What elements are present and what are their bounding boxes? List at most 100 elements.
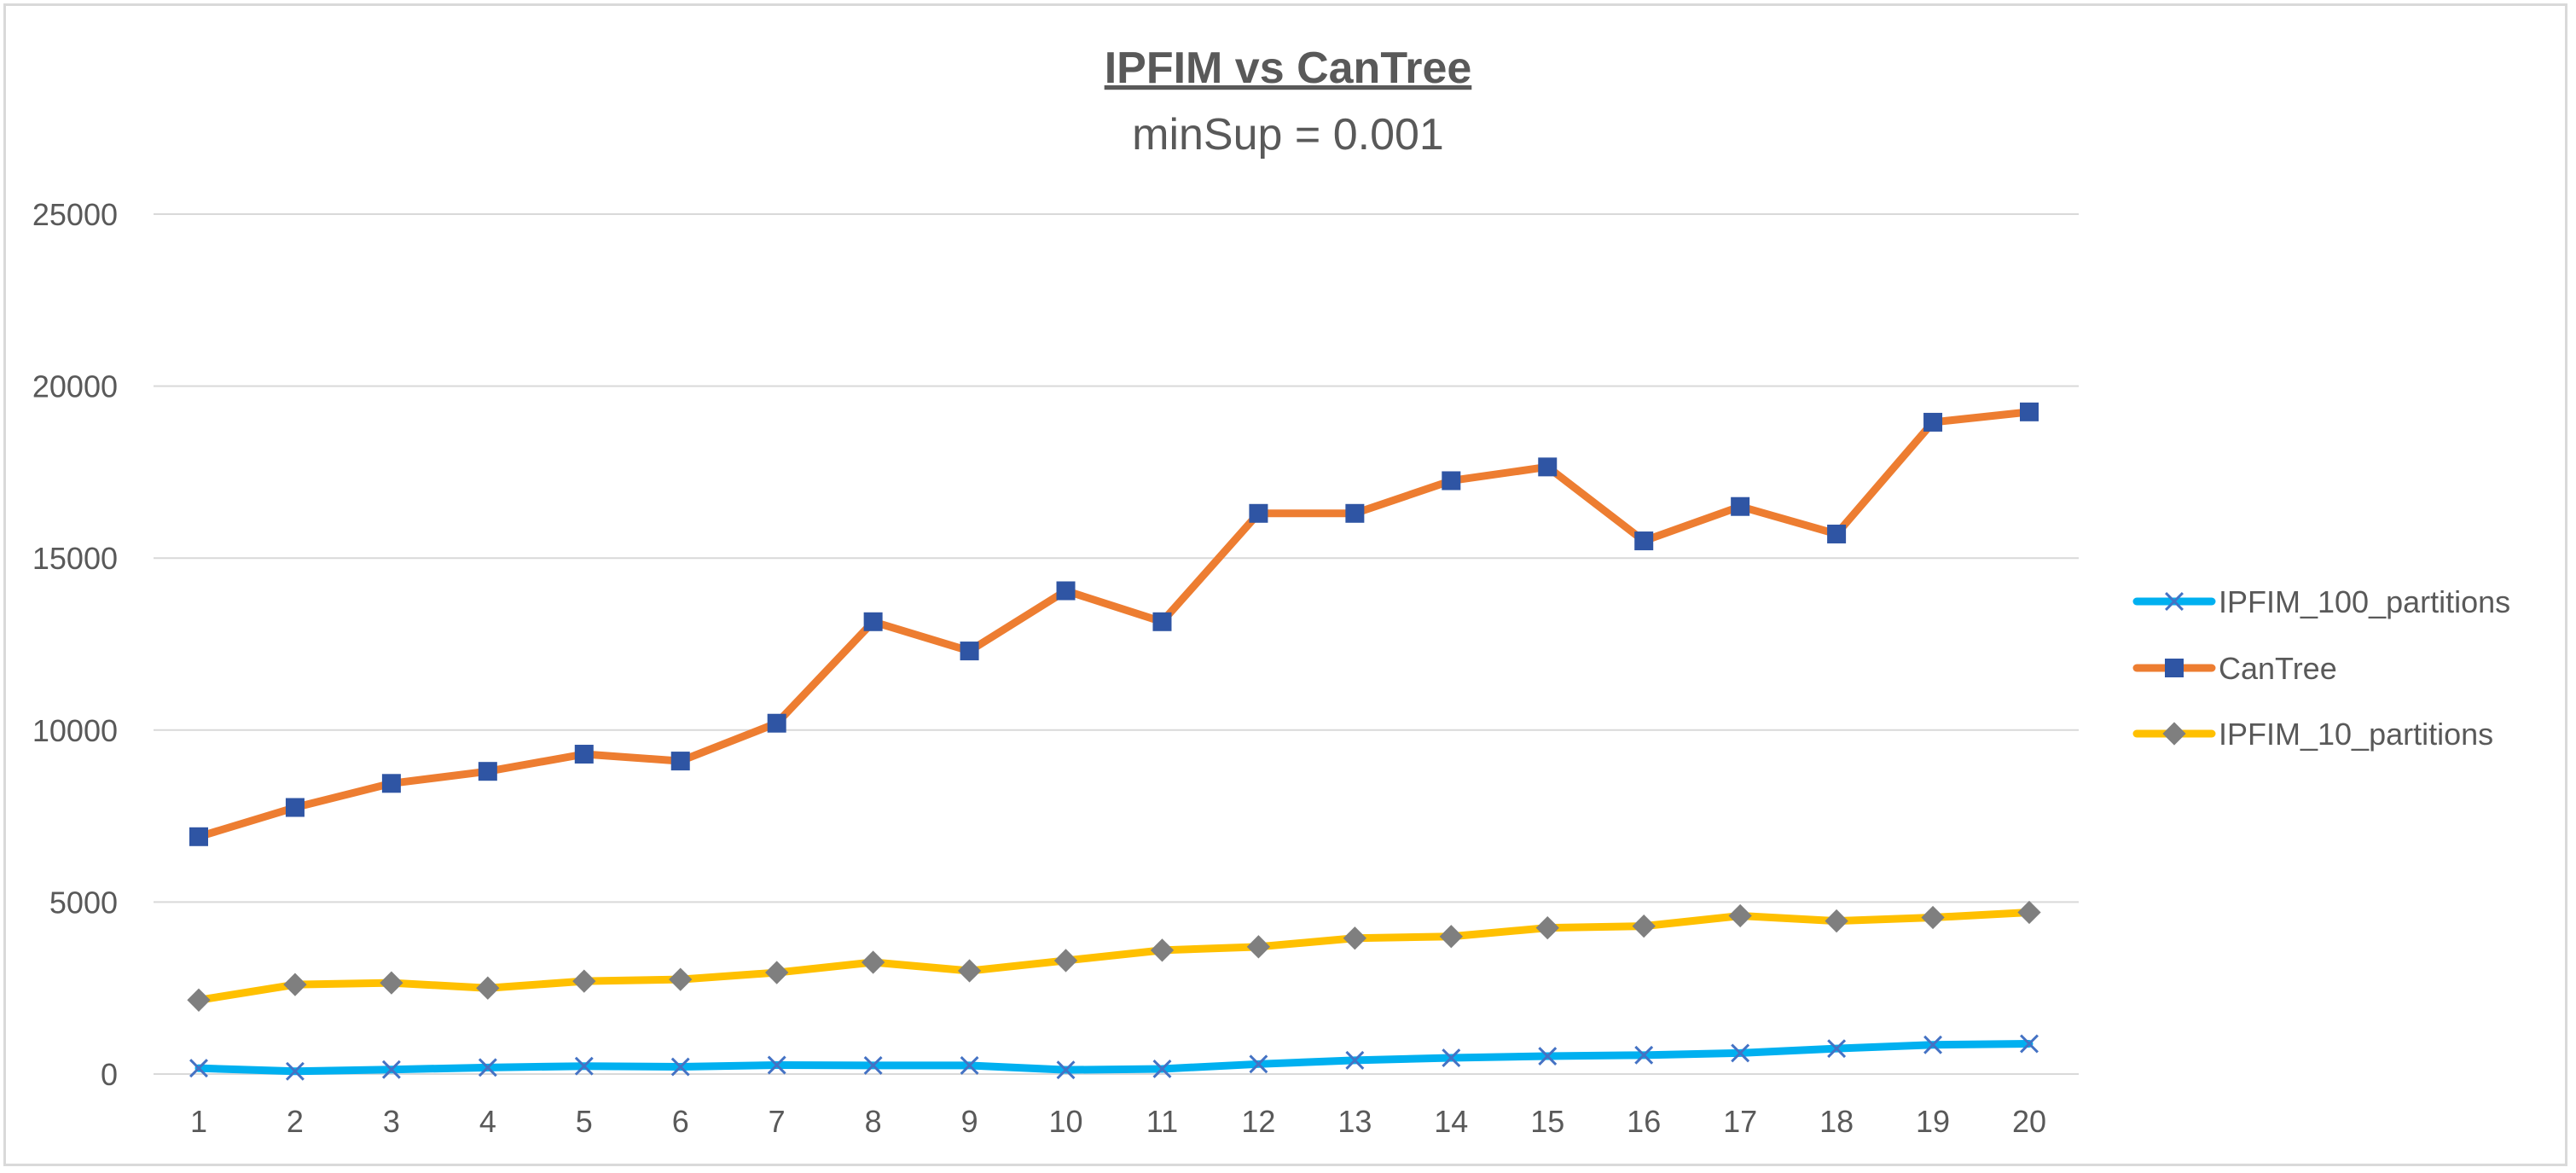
data-point <box>1056 1060 1076 1080</box>
x-tick-label: 10 <box>1049 1104 1083 1139</box>
data-point <box>1827 1039 1847 1059</box>
legend: IPFIM_100_partitions CanTree IPFIM_10_part… <box>2132 584 2510 752</box>
legend-label: IPFIM_100_partitions <box>2219 584 2510 619</box>
data-point <box>1827 524 1847 543</box>
data-point <box>1249 1054 1268 1074</box>
series-IPFIM_100_partitions <box>189 1034 2039 1081</box>
data-point <box>381 774 401 793</box>
data-point <box>1442 1048 1461 1068</box>
data-point <box>863 1055 883 1075</box>
data-point <box>1152 1059 1172 1078</box>
data-point <box>285 798 305 817</box>
x-tick-label: 6 <box>672 1104 689 1139</box>
data-point <box>478 762 497 781</box>
data-point <box>2017 900 2041 925</box>
y-tick-label: 0 <box>101 1057 118 1092</box>
y-tick-label: 25000 <box>32 197 118 232</box>
x-tick-label: 7 <box>769 1104 786 1139</box>
data-point <box>1538 1047 1558 1066</box>
series-IPFIM_10_partitions <box>187 900 2041 1012</box>
data-point <box>2020 402 2039 421</box>
x-tick-label: 11 <box>1146 1104 1178 1139</box>
legend-item: CanTree <box>2132 651 2337 686</box>
data-point <box>187 988 211 1012</box>
data-point <box>476 976 500 1000</box>
data-point <box>1923 1035 1943 1054</box>
data-point <box>478 1058 497 1077</box>
data-point <box>1731 496 1750 516</box>
data-point <box>572 969 596 993</box>
data-point <box>1923 412 1943 432</box>
data-point <box>380 971 403 995</box>
x-tick-label: 17 <box>1723 1104 1757 1139</box>
data-point <box>767 1055 786 1075</box>
y-tick-label: 20000 <box>32 369 118 404</box>
data-point <box>1152 612 1172 631</box>
x-tick-label: 20 <box>2012 1104 2046 1139</box>
legend-item: IPFIM_10_partitions <box>2132 717 2493 752</box>
data-point <box>1246 935 1271 959</box>
data-point <box>767 713 786 733</box>
x-tick-label: 5 <box>576 1104 593 1139</box>
series-line <box>194 908 2034 1004</box>
data-point <box>2162 722 2186 746</box>
data-point <box>2165 659 2184 677</box>
legend-item: IPFIM_100_partitions <box>2132 584 2510 619</box>
data-point <box>669 967 693 991</box>
series-line <box>194 408 2034 841</box>
data-point <box>1731 1043 1750 1063</box>
chart-subtitle: minSup = 0.001 <box>1132 110 1444 160</box>
data-point <box>574 1056 594 1076</box>
x-tick-label: 15 <box>1530 1104 1564 1139</box>
series-line <box>194 1040 2034 1076</box>
data-point <box>1249 503 1268 523</box>
x-tick-label: 19 <box>1916 1104 1950 1139</box>
x-tick-label: 12 <box>1241 1104 1275 1139</box>
data-point <box>189 827 208 846</box>
data-point <box>1439 925 1463 949</box>
y-tick-label: 10000 <box>32 713 118 748</box>
data-point <box>1056 581 1076 601</box>
data-point <box>960 642 979 661</box>
data-point <box>1728 903 1752 928</box>
legend-label: CanTree <box>2219 651 2337 686</box>
data-point <box>960 1055 979 1075</box>
x-tick-label: 14 <box>1434 1104 1468 1139</box>
legend-label: IPFIM_10_partitions <box>2219 717 2493 752</box>
x-tick-label: 13 <box>1337 1104 1372 1139</box>
x-tick-label: 16 <box>1627 1104 1661 1139</box>
data-point <box>1538 457 1558 477</box>
data-point <box>1632 914 1656 938</box>
data-point <box>285 1061 305 1081</box>
chart-frame <box>3 3 2567 1166</box>
data-point <box>1343 926 1367 950</box>
data-point <box>574 745 594 764</box>
x-tick-label: 18 <box>1819 1104 1854 1139</box>
data-point <box>2165 592 2184 611</box>
data-point <box>1825 909 1848 933</box>
data-point <box>957 959 982 983</box>
data-point <box>1150 938 1175 962</box>
data-point <box>189 1059 208 1078</box>
data-point <box>1345 503 1365 523</box>
x-tick-label: 3 <box>383 1104 400 1139</box>
data-point <box>381 1060 401 1079</box>
data-point <box>283 973 307 996</box>
x-tick-label: 8 <box>865 1104 882 1139</box>
data-point <box>1921 905 1945 930</box>
data-point <box>863 612 883 631</box>
data-point <box>765 961 789 984</box>
chart-title: IPFIM vs CanTree <box>1105 44 1472 93</box>
y-axis-ticks: 0 5000 10000 15000 20000 25000 <box>32 197 118 1092</box>
data-point <box>1634 1045 1654 1065</box>
y-tick-label: 5000 <box>49 885 118 920</box>
data-point <box>1535 916 1559 940</box>
x-tick-label: 1 <box>190 1104 207 1139</box>
x-axis-ticks: 1 2 3 4 5 6 7 8 9 10 11 12 13 14 15 16 17 18 19 20 <box>190 1104 2046 1139</box>
x-tick-label: 4 <box>479 1104 496 1139</box>
data-point <box>1634 531 1654 551</box>
data-point <box>1053 949 1078 973</box>
series-lines <box>187 402 2041 1081</box>
y-tick-label: 15000 <box>32 541 118 576</box>
